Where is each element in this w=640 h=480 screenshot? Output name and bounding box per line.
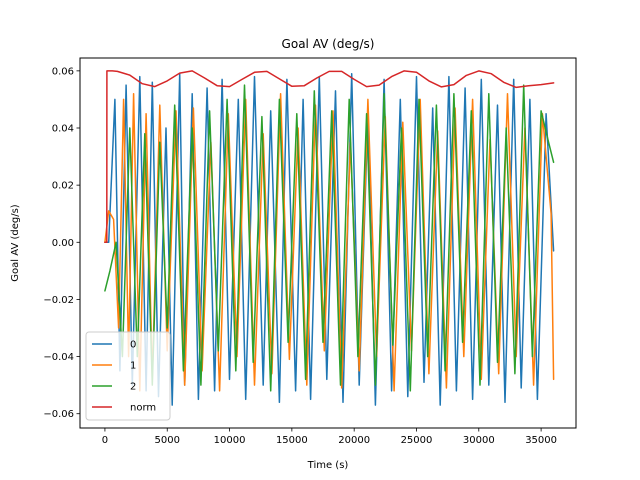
legend-entry-norm: norm: [130, 403, 156, 414]
legend-entry-1: 1: [130, 361, 136, 372]
y-tick-label: −0.04: [43, 352, 74, 363]
y-tick-label: 0.00: [52, 238, 74, 249]
legend-entry-2: 2: [130, 382, 136, 393]
chart-title: Goal AV (deg/s): [282, 37, 375, 51]
series-line-0: [104, 72, 555, 406]
x-tick-label: 15000: [276, 435, 308, 446]
legend-entry-0: 0: [130, 340, 136, 351]
y-tick-label: −0.06: [43, 409, 74, 420]
series-line-2: [104, 84, 555, 392]
legend: 0 1 2 norm: [85, 331, 171, 421]
x-tick-label: 5000: [155, 435, 180, 446]
x-tick-label: 30000: [463, 435, 495, 446]
x-axis-label: Time (s): [307, 460, 349, 471]
y-tick-label: 0.04: [52, 124, 74, 135]
x-tick-label: 35000: [525, 435, 557, 446]
y-tick-label: 0.06: [52, 66, 74, 77]
x-tick-label: 10000: [214, 435, 246, 446]
x-axis: 0 5000 10000 15000 20000 25000 30000 35000: [102, 428, 557, 446]
series-line-norm: [104, 70, 555, 244]
x-tick-label: 25000: [401, 435, 433, 446]
x-tick-label: 0: [102, 435, 108, 446]
plot-area: [104, 70, 555, 406]
legend-box: [85, 331, 171, 421]
y-axis-label: Goal AV (deg/s): [10, 204, 21, 282]
y-tick-label: 0.02: [52, 181, 74, 192]
axes-frame: [79, 57, 577, 429]
x-tick-label: 20000: [338, 435, 370, 446]
y-axis: −0.06 −0.04 −0.02 0.00 0.02 0.04 0.06: [43, 66, 80, 420]
y-tick-label: −0.02: [43, 295, 74, 306]
